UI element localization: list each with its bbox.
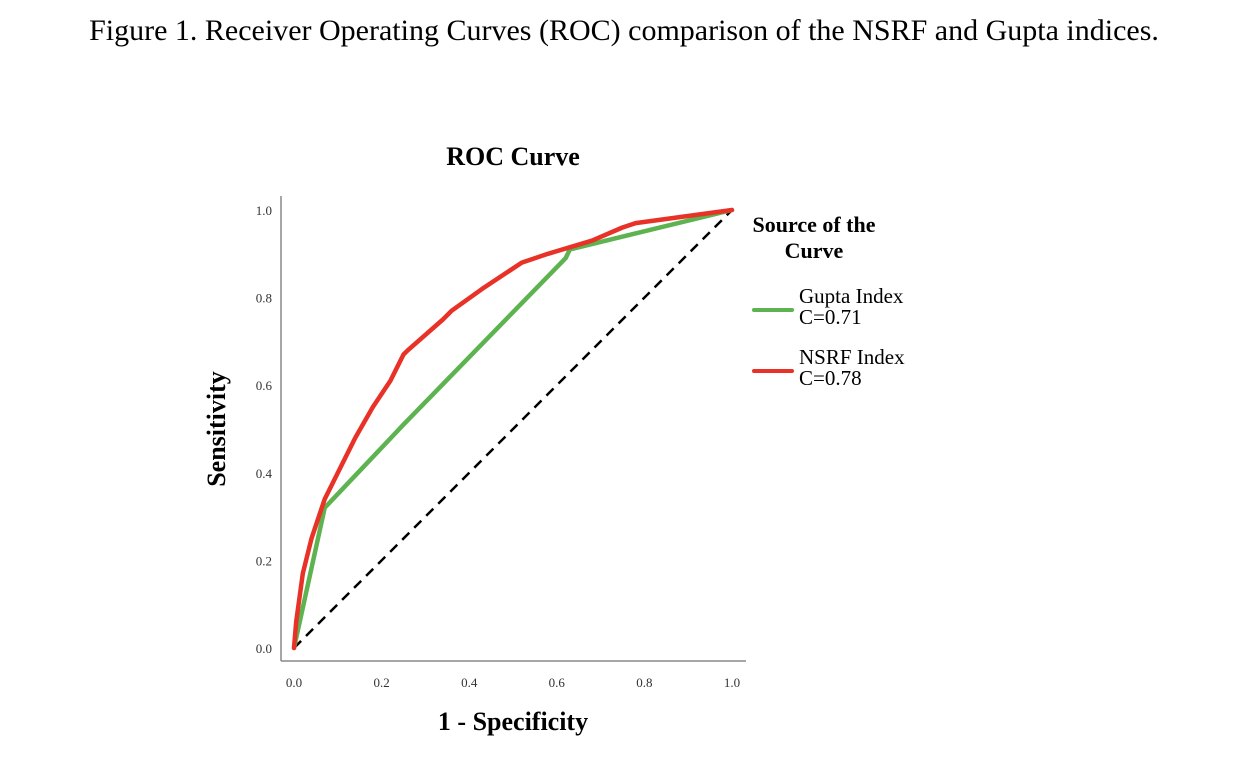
x-tick-label: 0.0: [286, 675, 302, 690]
legend-stat-nsrf: C=0.78: [799, 366, 862, 390]
y-tick-label: 0.8: [256, 291, 272, 306]
legend-swatch-gupta: [752, 308, 794, 312]
y-tick-label: 0.4: [256, 466, 273, 481]
y-tick-label: 0.2: [256, 553, 272, 568]
nsrf-index-line: [291, 207, 735, 651]
legend-swatch-nsrf: [752, 369, 794, 373]
legend-item-nsrf: NSRF Index C=0.78: [752, 347, 952, 397]
figure-caption: Figure 1. Receiver Operating Curves (ROC…: [89, 14, 1159, 47]
x-tick-label: 0.8: [636, 675, 652, 690]
y-axis-label: Sensitivity: [202, 371, 231, 487]
y-tick-label: 0.0: [256, 641, 272, 656]
x-tick-label: 0.2: [373, 675, 389, 690]
reference-diagonal-line: [293, 209, 733, 649]
gupta-index-line: [291, 207, 735, 651]
legend-label-nsrf: NSRF Index: [799, 345, 905, 369]
legend-item-gupta: Gupta Index C=0.71: [752, 286, 952, 336]
legend-stat-gupta: C=0.71: [799, 305, 862, 329]
x-tick-label: 1.0: [724, 675, 740, 690]
x-axis-label: 1 - Specificity: [438, 707, 588, 736]
legend-label-gupta: Gupta Index: [799, 284, 904, 308]
y-tick-label: 1.0: [256, 203, 272, 218]
chart-title: ROC Curve: [446, 142, 580, 171]
x-tick-label: 0.4: [461, 675, 478, 690]
legend-title: Source of the Curve: [752, 212, 876, 263]
y-tick-label: 0.6: [256, 378, 273, 393]
x-tick-label: 0.6: [549, 675, 566, 690]
